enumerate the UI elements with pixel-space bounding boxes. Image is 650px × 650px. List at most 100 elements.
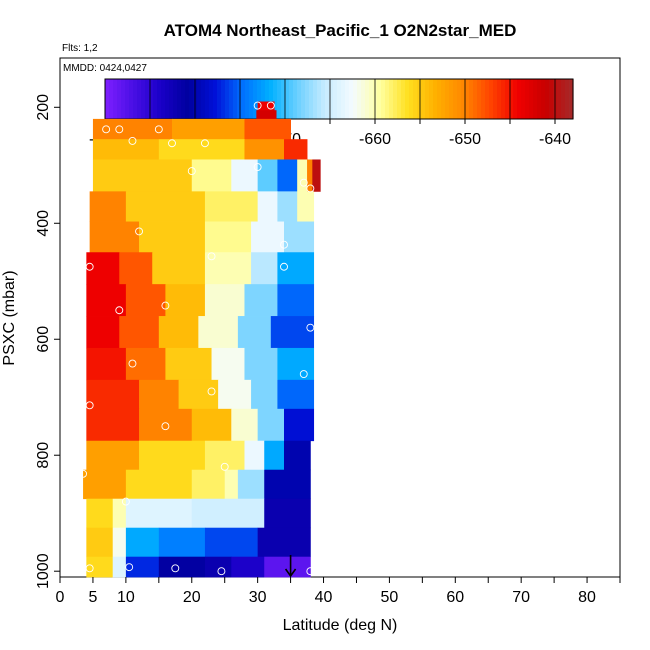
colorbar-swatch	[533, 79, 538, 119]
colorbar-swatch	[353, 79, 358, 119]
colorbar-swatch	[529, 79, 534, 119]
colorbar-swatch	[345, 79, 350, 119]
sample-point	[102, 125, 111, 134]
colorbar-swatch	[537, 79, 542, 119]
y-axis: 200 400 600 800 1000	[35, 94, 60, 589]
heatmap-cell	[191, 498, 265, 529]
heatmap-cell	[270, 316, 315, 349]
sample-point	[85, 401, 94, 410]
sample-point	[121, 497, 130, 506]
colorbar-swatch	[113, 79, 118, 119]
y-tick-label: 200	[35, 94, 52, 121]
sample-point	[207, 252, 216, 261]
sample-point	[168, 139, 176, 148]
heatmap-cell	[284, 221, 315, 253]
x-axis: 0 5 10 20 30 40 50 60 70 80	[56, 577, 621, 606]
colorbar-swatch	[249, 79, 254, 119]
heatmap-cell	[218, 379, 252, 410]
heatmap-cell	[158, 316, 199, 349]
marker-head	[284, 568, 297, 578]
heatmap-cell	[237, 316, 272, 349]
x-axis-label: Latitude (deg N)	[283, 617, 398, 634]
heatmap-cell	[125, 191, 206, 222]
colorbar-swatch	[473, 79, 478, 119]
heatmap-cell	[92, 139, 160, 160]
heatmap-cell	[211, 347, 245, 381]
heatmap-cell	[86, 347, 127, 381]
colorbar-swatch	[245, 79, 250, 119]
colorbar-swatch	[209, 79, 214, 119]
heatmap-cell	[277, 191, 298, 222]
heatmap-cell	[231, 556, 265, 578]
heatmap-cell	[284, 408, 315, 442]
colorbar-swatch	[397, 79, 402, 119]
colorbar-swatch	[549, 79, 554, 119]
colorbar-swatch	[317, 79, 322, 119]
colorbar-swatch	[429, 79, 434, 119]
colorbar-swatch	[393, 79, 398, 119]
heatmap-cell	[139, 221, 206, 253]
heatmap-cell	[204, 556, 232, 578]
colorbar-swatch	[557, 79, 562, 119]
colorbar-swatch	[217, 79, 222, 119]
heatmap-cell	[257, 408, 285, 442]
colorbar-swatch	[189, 79, 194, 119]
heatmap-cell	[251, 221, 285, 253]
colorbar: -690-680-670-660-650-640	[89, 78, 574, 148]
colorbar-swatch	[441, 79, 446, 119]
sample-point	[115, 306, 124, 315]
colorbar-swatch	[357, 79, 362, 119]
colorbar-swatch	[493, 79, 498, 119]
heatmap-cell	[204, 191, 259, 222]
heatmap-cell	[139, 408, 193, 442]
colorbar-swatch	[433, 79, 438, 119]
colorbar-swatch	[145, 79, 150, 119]
sample-point	[161, 422, 170, 431]
colorbar-swatch	[221, 79, 226, 119]
colorbar-swatch	[125, 79, 130, 119]
heatmap-cell	[125, 498, 193, 529]
x-tick-label: 5	[88, 589, 97, 606]
heatmap-cell	[89, 191, 127, 222]
colorbar-swatch	[293, 79, 298, 119]
colorbar-swatch	[269, 79, 274, 119]
sample-point	[306, 567, 315, 576]
colorbar-swatch	[157, 79, 162, 119]
colorbar-swatch	[241, 79, 246, 119]
heatmap-cell	[158, 527, 206, 558]
colorbar-swatch	[341, 79, 346, 119]
colorbar-swatch	[301, 79, 306, 119]
sample-point	[266, 101, 275, 110]
sample-point	[125, 563, 134, 572]
colorbar-swatch	[565, 79, 570, 119]
colorbar-swatch	[381, 79, 386, 119]
heatmap-cell	[86, 316, 120, 349]
heatmap-cell	[204, 527, 259, 558]
colorbar-swatch	[485, 79, 490, 119]
colorbar-swatch	[213, 79, 218, 119]
heatmap-cell	[257, 527, 311, 558]
colorbar-swatch	[497, 79, 502, 119]
colorbar-swatch	[405, 79, 410, 119]
heatmap-cell	[264, 469, 311, 500]
colorbar-swatch	[457, 79, 462, 119]
colorbar-swatch	[509, 79, 514, 119]
colorbar-swatch	[105, 79, 110, 119]
heatmap-cell	[125, 469, 193, 500]
colorbar-swatch	[321, 79, 326, 119]
heatmap-cell	[257, 159, 278, 192]
heatmap-cell	[198, 316, 239, 349]
colorbar-swatch	[277, 79, 282, 119]
heatmap-cells	[83, 101, 321, 578]
colorbar-swatch	[153, 79, 158, 119]
y-tick-label: 400	[35, 210, 52, 237]
heatmap-cell	[244, 284, 278, 317]
colorbar-swatch	[261, 79, 266, 119]
colorbar-swatch	[169, 79, 174, 119]
colorbar-swatch	[337, 79, 342, 119]
colorbar-swatch	[141, 79, 146, 119]
colorbar-swatch	[229, 79, 234, 119]
colorbar-swatch	[329, 79, 334, 119]
sample-point	[253, 163, 262, 171]
colorbar-swatch	[401, 79, 406, 119]
